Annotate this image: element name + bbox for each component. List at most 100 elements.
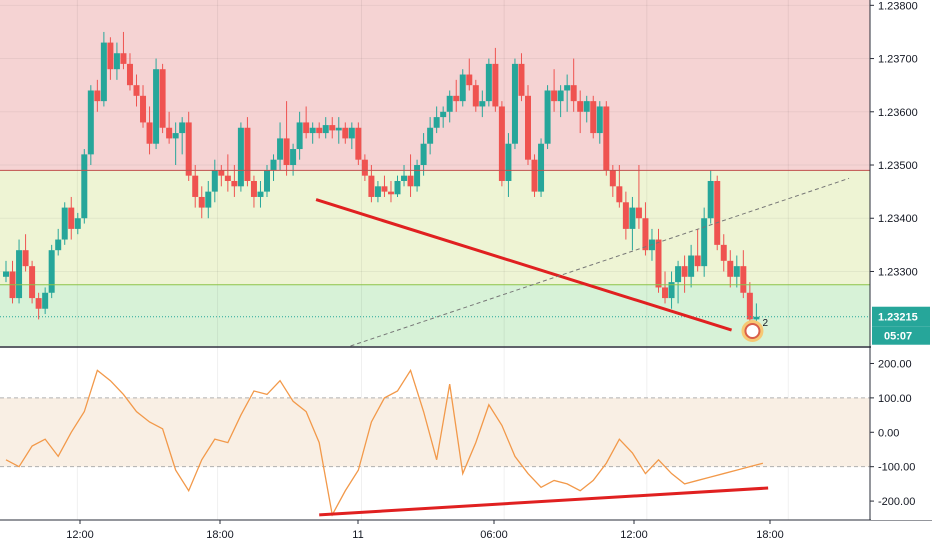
osc-tick-label-0: 200.00 — [878, 358, 912, 370]
event-badge-count: 2 — [762, 318, 768, 329]
event-flag-icon — [744, 323, 761, 339]
candle-body-70 — [459, 74, 466, 102]
candle-body-10 — [68, 207, 75, 229]
candle-body-36 — [237, 127, 244, 187]
oscillator-background — [0, 397, 870, 468]
price-axis-bg — [871, 0, 932, 520]
candle-body-87 — [570, 85, 577, 102]
price-tick-label-4: 1.23400 — [878, 213, 918, 225]
candle-body-40 — [264, 170, 270, 192]
candle-body-12 — [81, 154, 88, 219]
candle-body-101 — [662, 287, 669, 299]
countdown-text: 05:07 — [884, 331, 912, 343]
candle-body-110 — [720, 244, 727, 261]
price-tick-label-0: 1.23800 — [878, 0, 918, 12]
candle-body-4 — [29, 266, 36, 299]
candle-body-35 — [231, 180, 238, 187]
candle-body-32 — [211, 170, 218, 192]
candle-body-22 — [146, 122, 153, 144]
oscillator-series — [5, 368, 769, 517]
candle-body-53 — [348, 127, 355, 139]
time-tick-label-4: 12:00 — [620, 529, 648, 541]
candle-body-66 — [433, 117, 440, 128]
price-zones — [0, 0, 870, 346]
dashed-trendline — [350, 177, 850, 347]
candle-body-109 — [714, 180, 721, 245]
candle-body-67 — [440, 111, 447, 118]
candle-body-38 — [250, 180, 257, 197]
osc-tick-label-2: 0.00 — [878, 427, 899, 439]
candle-body-113 — [740, 266, 747, 293]
candle-body-14 — [94, 90, 101, 102]
candle-body-104 — [681, 266, 688, 277]
candle-body-93 — [609, 170, 616, 187]
candle-body-61 — [401, 175, 408, 181]
oscillator-trendline — [319, 486, 769, 517]
candle-body-41 — [270, 159, 277, 171]
candle-body-115 — [753, 316, 760, 320]
candle-body-48 — [316, 127, 323, 134]
candle-body-54 — [355, 127, 362, 160]
candle-body-13 — [87, 90, 94, 155]
candle-body-98 — [642, 218, 649, 251]
time-tick-label-0: 12:00 — [66, 529, 94, 541]
candle-body-5 — [35, 298, 42, 309]
candle-body-95 — [622, 202, 629, 229]
time-tick-label-1: 18:00 — [206, 529, 234, 541]
candle-body-20 — [133, 85, 140, 96]
candle-body-60 — [394, 180, 401, 195]
candle-body-100 — [655, 239, 662, 288]
candle-body-85 — [557, 90, 564, 102]
candle-body-86 — [564, 85, 571, 91]
candle-body-43 — [283, 138, 290, 166]
candle-body-55 — [361, 159, 368, 176]
candle-body-23 — [153, 69, 160, 144]
axes — [0, 0, 932, 521]
candle-body-80 — [525, 95, 531, 160]
candle-body-69 — [453, 95, 460, 102]
candle-body-58 — [381, 186, 388, 192]
candle-body-105 — [688, 255, 695, 277]
osc-tick-label-1: 100.00 — [878, 393, 912, 405]
candle-body-78 — [511, 63, 518, 144]
candle-body-18 — [120, 53, 127, 64]
candle-body-42 — [277, 138, 284, 160]
price-grid — [0, 0, 870, 520]
candle-body-59 — [387, 191, 394, 195]
candle-body-102 — [668, 282, 675, 299]
price-tick-label-2: 1.23600 — [878, 107, 918, 119]
candle-body-56 — [368, 175, 375, 197]
candle-body-72 — [472, 85, 479, 107]
candle-body-27 — [179, 122, 186, 134]
candle-body-6 — [42, 292, 49, 309]
candle-body-7 — [48, 250, 55, 293]
price-tick-label-5: 1.23300 — [878, 266, 918, 278]
candle-body-90 — [590, 101, 597, 134]
time-tick-label-3: 06:00 — [480, 529, 508, 541]
candle-body-46 — [303, 122, 310, 134]
price-tick-label-1: 1.23700 — [878, 54, 918, 66]
candle-body-19 — [126, 63, 133, 86]
candle-body-74 — [485, 63, 492, 102]
candle-body-16 — [107, 42, 114, 70]
price-zone-2 — [0, 284, 870, 346]
candle-body-15 — [100, 42, 107, 102]
oscillator-line — [5, 368, 764, 517]
candle-body-33 — [218, 170, 225, 176]
price-lines: 2 — [0, 169, 870, 347]
candle-body-89 — [583, 101, 590, 112]
candle-body-21 — [140, 95, 147, 123]
price-zone-0 — [0, 0, 870, 171]
candle-body-64 — [420, 143, 427, 166]
osc-tick-label-3: -100.00 — [878, 462, 915, 474]
candle-body-84 — [551, 90, 558, 102]
candle-body-63 — [414, 165, 421, 187]
candle-body-31 — [205, 191, 212, 208]
last-price-tag — [872, 306, 930, 327]
candle-body-11 — [74, 218, 81, 229]
candle-body-106 — [694, 255, 701, 267]
candle-body-114 — [746, 292, 753, 320]
candle-body-108 — [707, 180, 714, 219]
oscillator-band — [0, 397, 870, 467]
candle-body-103 — [675, 266, 682, 283]
